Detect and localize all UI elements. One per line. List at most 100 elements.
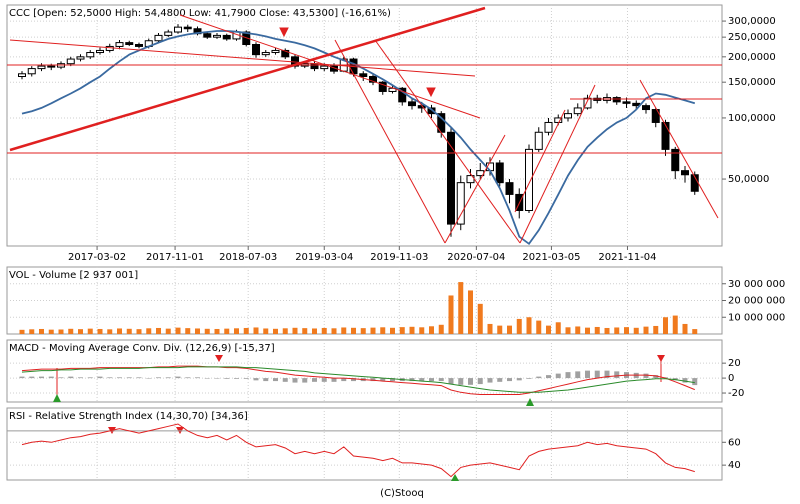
panel-title: MACD - Moving Average Conv. Div. (12,26,… — [9, 343, 275, 354]
volume-bar — [19, 329, 25, 334]
volume-bar — [507, 325, 512, 334]
x-tick-label: 2017-11-01 — [146, 252, 204, 263]
candle-body — [115, 42, 124, 47]
volume-bar — [321, 327, 327, 334]
candle-body — [671, 148, 680, 172]
volume-bar — [682, 323, 688, 334]
y-tick-label: 60 — [728, 437, 741, 448]
histogram-bar — [331, 378, 337, 382]
volume-bar — [58, 329, 64, 334]
histogram-bar — [204, 378, 210, 379]
histogram-bar — [175, 376, 181, 379]
volume-bar — [536, 320, 542, 334]
histogram-bar — [19, 376, 25, 379]
histogram-bar — [448, 378, 454, 385]
volume-bar — [107, 329, 113, 334]
volume-bar — [78, 329, 83, 334]
histogram-bar — [594, 370, 600, 379]
volume-bar — [253, 327, 259, 334]
panel-title: CCC [Open: 52,5000 High: 54,4800 Low: 41… — [9, 8, 391, 19]
histogram-bar — [516, 378, 522, 381]
candle-body — [37, 65, 46, 70]
histogram-bar — [692, 378, 698, 386]
volume-bar — [663, 317, 668, 334]
volume-bar — [468, 290, 473, 334]
volume-bar — [175, 327, 181, 334]
panel-candlestick: 2017-03-02 2017-11-01 2018-07-03 2019-03-04… — [7, 5, 776, 263]
volume-bar — [458, 282, 464, 334]
candle-body — [310, 63, 319, 70]
candle-body — [427, 107, 436, 115]
candle-body — [154, 34, 163, 42]
histogram-bar — [682, 378, 688, 383]
candle-body — [96, 49, 104, 54]
volume-bar — [575, 326, 581, 334]
histogram-bar — [185, 377, 191, 379]
candle-body — [622, 101, 631, 104]
histogram-bar — [97, 376, 103, 379]
candle-body — [681, 170, 689, 176]
y-tick-label: 100,0000 — [728, 113, 776, 124]
histogram-bar — [312, 378, 317, 382]
y-tick-label: -20 — [728, 388, 744, 399]
histogram-bar — [165, 377, 171, 379]
volume-bar — [438, 324, 444, 334]
candle-body — [642, 105, 650, 111]
candle-body — [534, 131, 543, 150]
histogram-bar — [643, 373, 649, 379]
series-line — [21, 366, 695, 393]
y-tick-label: 40 — [728, 460, 741, 471]
histogram-bar — [87, 377, 93, 379]
volume-bar — [351, 327, 356, 334]
histogram-bar — [292, 378, 298, 383]
volume-bar — [146, 328, 152, 334]
histogram-bar — [58, 377, 64, 379]
volume-bar — [263, 328, 269, 334]
volume-bar — [234, 328, 239, 334]
volume-bar — [312, 328, 317, 334]
candle-body — [47, 65, 56, 68]
histogram-bar — [48, 376, 54, 379]
volume-bar — [341, 327, 347, 334]
histogram-bar — [39, 376, 44, 379]
y-tick-label: 10 000 000 — [728, 312, 785, 323]
volume-bar — [429, 326, 434, 334]
x-tick-label: 2019-03-04 — [295, 252, 353, 263]
volume-bar — [624, 327, 629, 334]
candle-body — [222, 34, 231, 40]
histogram-bar — [107, 377, 113, 379]
histogram-bar — [126, 377, 132, 379]
histogram-bar — [565, 372, 571, 379]
histogram-bar — [546, 375, 551, 379]
volume-bar — [653, 325, 659, 334]
volume-bar — [585, 327, 590, 334]
y-tick-label: 250,0000 — [728, 32, 776, 43]
x-tick-label: 2021-11-04 — [598, 252, 656, 263]
histogram-bar — [458, 378, 464, 385]
volume-bar — [370, 327, 376, 334]
volume-bar — [487, 323, 493, 334]
y-tick-label: 20 — [728, 358, 741, 369]
volume-bar — [156, 327, 161, 334]
volume-bar — [126, 328, 132, 334]
candle-body — [271, 49, 280, 54]
histogram-bar — [614, 371, 620, 379]
volume-bar — [360, 328, 366, 334]
volume-bar — [214, 328, 220, 334]
histogram-bar — [526, 378, 532, 379]
histogram-bar — [282, 378, 288, 382]
candle-body — [183, 26, 192, 30]
candle-body — [125, 42, 134, 46]
volume-bar — [633, 327, 639, 334]
volume-bar — [565, 327, 571, 334]
x-tick-label: 2018-07-03 — [219, 252, 277, 263]
macd-panel — [6, 339, 723, 403]
y-tick-label: 30 000 000 — [728, 279, 785, 290]
candle-body — [632, 102, 641, 107]
volume-bar — [546, 325, 551, 334]
candle-body — [281, 49, 290, 58]
histogram-bar — [214, 378, 220, 379]
histogram-bar — [429, 378, 434, 382]
x-tick-label: 2019-11-03 — [370, 252, 428, 263]
volume-bar — [614, 327, 620, 334]
